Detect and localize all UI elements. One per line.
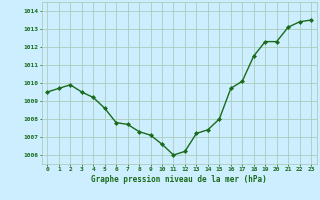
X-axis label: Graphe pression niveau de la mer (hPa): Graphe pression niveau de la mer (hPa) [91, 175, 267, 184]
